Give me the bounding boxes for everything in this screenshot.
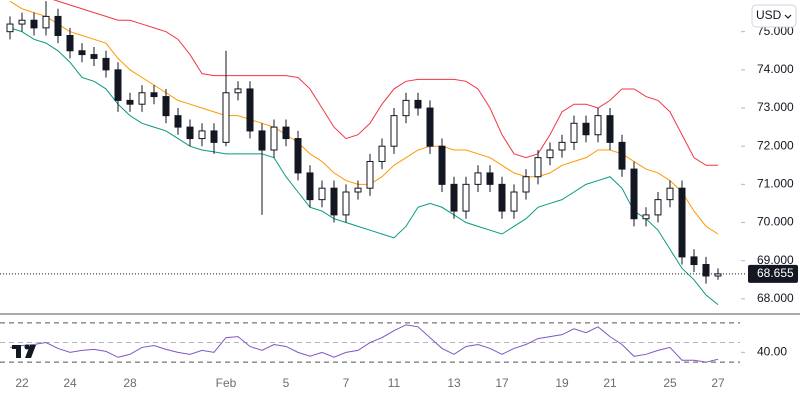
candle-body	[498, 183, 506, 212]
candle-body	[366, 160, 374, 189]
candle-body	[258, 130, 266, 151]
candle-body	[678, 187, 686, 258]
x-tick-label: 21	[603, 376, 617, 390]
candle-body	[246, 88, 254, 132]
candle-body	[390, 115, 398, 147]
logo	[12, 344, 36, 358]
y-tick-label: 73.000	[757, 100, 794, 114]
candle-body	[234, 88, 242, 94]
candle-body	[702, 264, 710, 277]
candle-body	[426, 107, 434, 147]
y-tick-label: 69.000	[757, 253, 794, 267]
candle-body	[294, 138, 302, 174]
candle-body	[270, 126, 278, 151]
y-tick-label: 72.000	[757, 138, 794, 152]
y-tick-label: 68.000	[757, 291, 794, 305]
x-tick-label: 7	[343, 376, 350, 390]
candle-body	[102, 57, 110, 71]
candle-body	[126, 99, 134, 105]
x-tick-label: 17	[495, 376, 509, 390]
candle-body	[78, 50, 86, 56]
candle-body	[486, 172, 494, 185]
candle-body	[66, 34, 74, 52]
x-tick-label: 27	[711, 376, 725, 390]
y-tick-label: 74.000	[757, 62, 794, 76]
y-tick-label: 71.000	[757, 177, 794, 191]
candle-body	[18, 19, 26, 25]
y-tick-label: 70.000	[757, 215, 794, 229]
x-tick-label: Feb	[216, 376, 237, 390]
candle-body	[534, 157, 542, 178]
candle-body	[90, 54, 98, 59]
candle-body	[582, 122, 590, 136]
candle-body	[654, 199, 662, 216]
candle-body	[558, 141, 566, 151]
candle-body	[330, 187, 338, 216]
x-tick-label: 19	[555, 376, 569, 390]
candle-body	[210, 130, 218, 143]
candle-body	[522, 176, 530, 193]
x-tick-label: 13	[447, 376, 461, 390]
last-price-label: 68.655	[757, 266, 794, 280]
candle-body	[222, 92, 230, 143]
candle-body	[606, 115, 614, 143]
y-tick-label: 40.00	[757, 345, 787, 359]
candle-body	[186, 126, 194, 140]
candle-body	[438, 145, 446, 185]
candle-body	[402, 99, 410, 117]
x-tick-label: 24	[63, 376, 77, 390]
band-line	[9, 0, 719, 235]
x-tick-label: 22	[15, 376, 29, 390]
candle-body	[198, 130, 206, 140]
rsi-line	[9, 324, 719, 363]
candle-body	[594, 115, 602, 136]
candle-body	[462, 183, 470, 212]
candle-body	[474, 172, 482, 185]
candle-body	[546, 149, 554, 159]
x-tick-label: 11	[388, 376, 401, 390]
band-line	[9, 27, 719, 305]
band-line	[52, 0, 718, 166]
candle-body	[342, 191, 350, 216]
candle-body	[450, 183, 458, 212]
candle-body	[690, 256, 698, 266]
candle-body	[306, 172, 314, 201]
x-tick-label: 5	[283, 376, 290, 390]
candle-body	[510, 191, 518, 212]
candle-body	[138, 92, 146, 105]
candle-body	[618, 141, 626, 170]
candle-body	[150, 92, 158, 98]
x-tick-label: 28	[123, 376, 137, 390]
candle-body	[630, 168, 638, 220]
candle-body	[570, 122, 578, 143]
candle-body	[666, 187, 674, 201]
candle-body	[378, 145, 386, 162]
candle-body	[42, 15, 50, 29]
x-tick-label: 25	[663, 376, 677, 390]
candle-body	[318, 187, 326, 201]
currency-label[interactable]: USD	[756, 8, 782, 22]
candle-body	[6, 23, 14, 33]
candle-body	[30, 19, 38, 29]
candle-body	[54, 15, 62, 36]
last-price-box	[748, 264, 798, 283]
candle-body	[282, 126, 290, 140]
candle-body	[354, 187, 362, 193]
candle-body	[174, 115, 182, 128]
candle-body	[114, 69, 122, 101]
candle-body	[414, 99, 422, 109]
candle-body	[162, 96, 170, 117]
candle-body	[642, 214, 650, 220]
currency-dropdown[interactable]: USD	[751, 4, 797, 28]
